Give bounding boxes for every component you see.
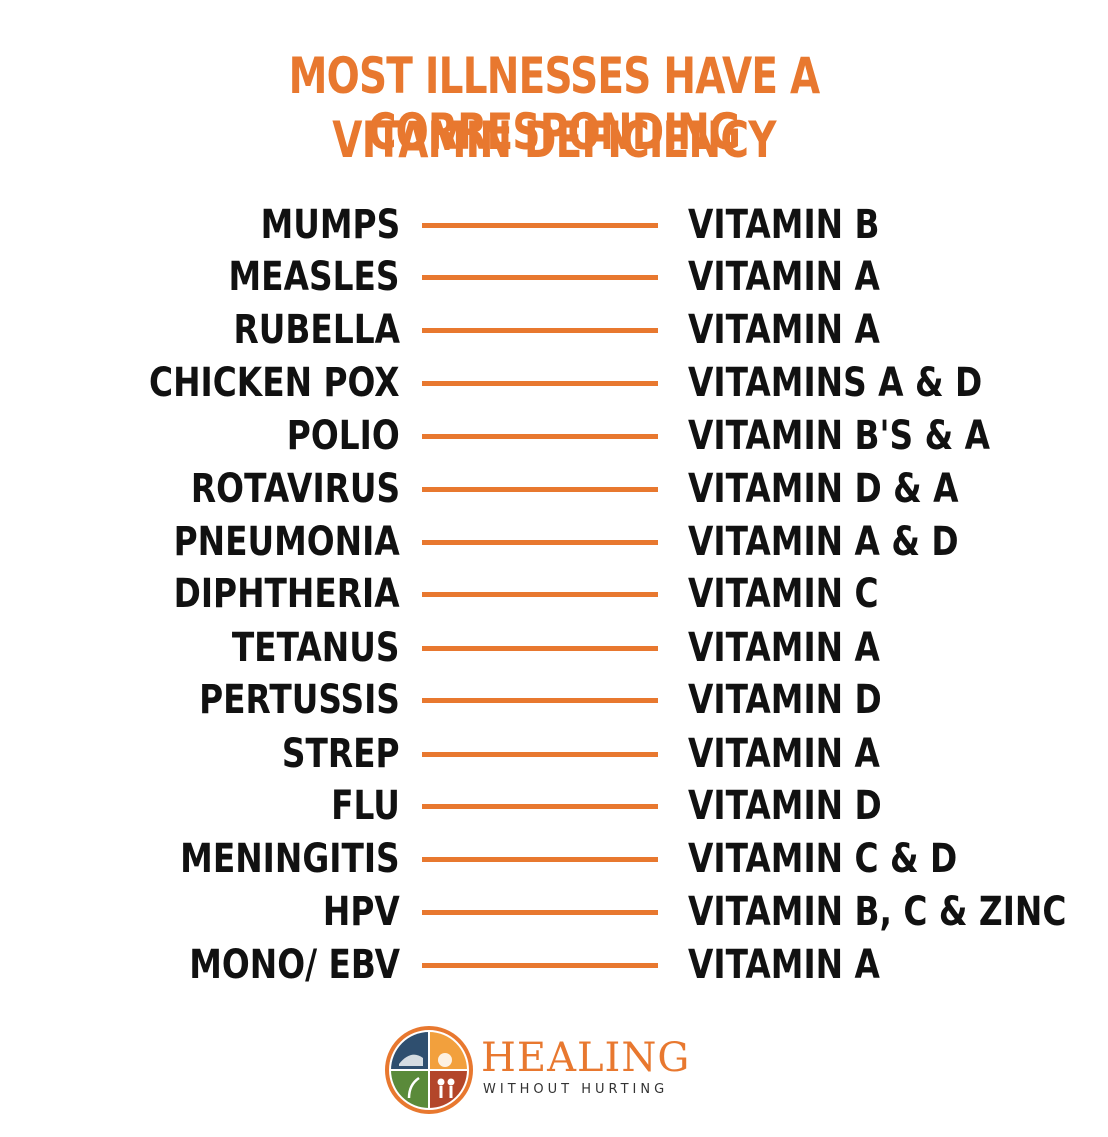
connector-line xyxy=(422,223,658,228)
illness-label: MENINGITIS xyxy=(180,836,400,882)
vitamin-label: VITAMIN A xyxy=(688,942,880,988)
list-item: MUMPS VITAMIN B xyxy=(0,198,1108,252)
illness-label: MONO/ EBV xyxy=(189,942,400,988)
list-item: POLIO VITAMIN B'S & A xyxy=(0,409,1108,463)
connector-line xyxy=(422,275,658,280)
list-item: MONO/ EBV VITAMIN A xyxy=(0,938,1108,992)
illness-label: MEASLES xyxy=(229,254,400,300)
list-item: CHICKEN POX VITAMINS A & D xyxy=(0,356,1108,410)
illness-label: FLU xyxy=(331,783,400,829)
vitamin-label: VITAMIN A xyxy=(688,731,880,777)
list-item: PNEUMONIA VITAMIN A & D xyxy=(0,515,1108,569)
list-item: STREP VITAMIN A xyxy=(0,727,1108,781)
list-item: MENINGITIS VITAMIN C & D xyxy=(0,832,1108,886)
connector-line xyxy=(422,540,658,545)
vitamin-label: VITAMIN D & A xyxy=(688,466,959,512)
vitamin-label: VITAMIN D xyxy=(688,677,882,723)
illness-label: CHICKEN POX xyxy=(149,360,400,406)
vitamin-label: VITAMIN C xyxy=(688,571,879,617)
list-item: TETANUS VITAMIN A xyxy=(0,621,1108,675)
list-item: RUBELLA VITAMIN A xyxy=(0,303,1108,357)
connector-line xyxy=(422,328,658,333)
connector-line xyxy=(422,592,658,597)
page-title-line-1: MOST ILLNESSES HAVE A CORRESPONDING xyxy=(288,47,821,161)
connector-line xyxy=(422,857,658,862)
page-title-line-2: VITAMIN DEFICIENCY xyxy=(332,111,776,169)
illness-label: PERTUSSIS xyxy=(199,677,400,723)
list-item: HPV VITAMIN B, C & ZINC xyxy=(0,885,1108,939)
connector-line xyxy=(422,910,658,915)
illness-label: DIPHTHERIA xyxy=(174,571,400,617)
brand-tagline: WITHOUT HURTING xyxy=(483,1082,669,1097)
connector-line xyxy=(422,487,658,492)
list-item: FLU VITAMIN D xyxy=(0,779,1108,833)
vitamin-label: VITAMIN B, C & ZINC xyxy=(688,889,1067,935)
brand-logo: HEALING WITHOUT HURTING xyxy=(385,1022,705,1118)
vitamin-label: VITAMIN B xyxy=(688,202,880,248)
illness-label: RUBELLA xyxy=(233,307,400,353)
vitamin-label: VITAMIN A xyxy=(688,625,880,671)
connector-line xyxy=(422,698,658,703)
vitamin-label: VITAMIN D xyxy=(688,783,882,829)
list-item: MEASLES VITAMIN A xyxy=(0,250,1108,304)
illness-label: PNEUMONIA xyxy=(173,519,400,565)
illness-label: HPV xyxy=(323,889,400,935)
list-item: PERTUSSIS VITAMIN D xyxy=(0,673,1108,727)
vitamin-label: VITAMINS A & D xyxy=(688,360,983,406)
vitamin-label: VITAMIN A xyxy=(688,307,880,353)
illness-label: POLIO xyxy=(287,413,400,459)
connector-line xyxy=(422,804,658,809)
connector-line xyxy=(422,963,658,968)
list-item: ROTAVIRUS VITAMIN D & A xyxy=(0,462,1108,516)
vitamin-label: VITAMIN A & D xyxy=(688,519,959,565)
illness-label: TETANUS xyxy=(232,625,400,671)
connector-line xyxy=(422,752,658,757)
connector-line xyxy=(422,434,658,439)
illness-label: ROTAVIRUS xyxy=(190,466,400,512)
connector-line xyxy=(422,381,658,386)
connector-line xyxy=(422,646,658,651)
healing-logo-icon xyxy=(385,1026,473,1114)
illness-label: STREP xyxy=(282,731,400,777)
brand-name: HEALING xyxy=(481,1035,691,1081)
vitamin-label: VITAMIN A xyxy=(688,254,880,300)
list-item: DIPHTHERIA VITAMIN C xyxy=(0,567,1108,621)
vitamin-label: VITAMIN B'S & A xyxy=(688,413,991,459)
illness-label: MUMPS xyxy=(260,202,400,248)
vitamin-label: VITAMIN C & D xyxy=(688,836,958,882)
